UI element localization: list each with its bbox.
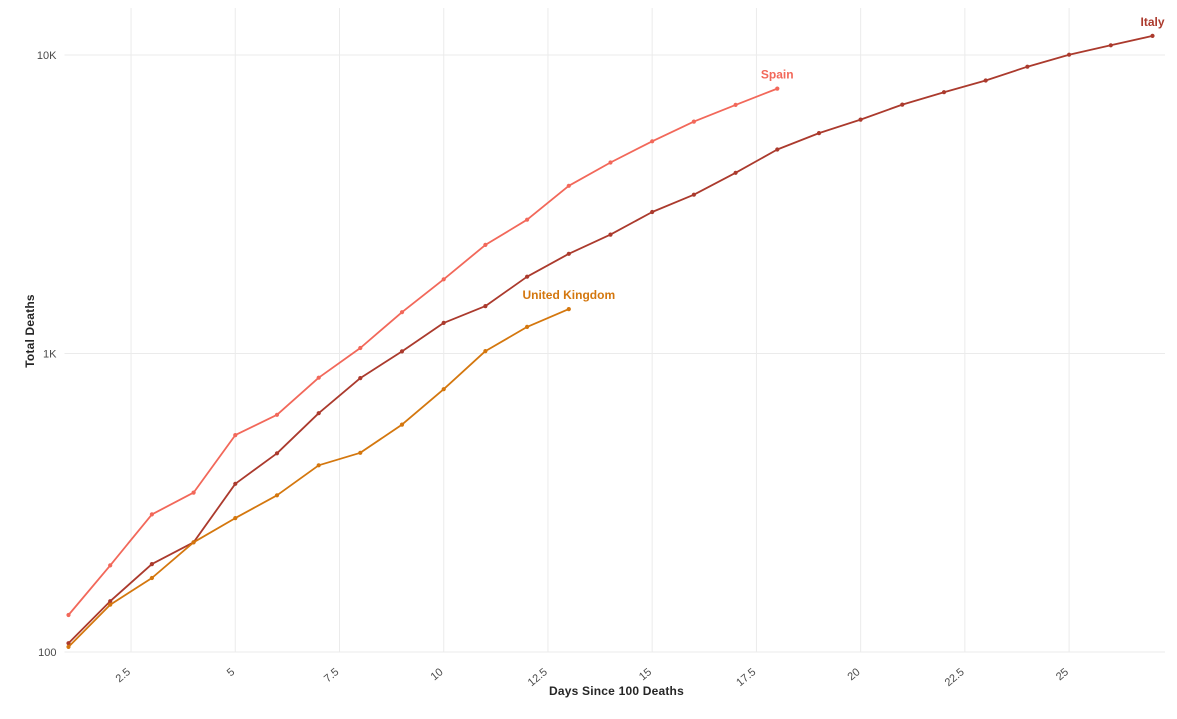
series-label-spain: Spain — [761, 68, 794, 82]
data-point-spain — [441, 277, 446, 282]
x-tick-label: 10 — [429, 666, 446, 683]
data-point-italy — [900, 102, 905, 107]
data-point-italy — [483, 304, 488, 309]
data-point-italy — [983, 78, 988, 83]
data-point-spain — [66, 612, 71, 618]
series-line-italy — [67, 35, 1154, 645]
y-axis-title: Total Deaths — [23, 294, 37, 368]
data-point-italy — [1067, 52, 1072, 57]
data-point-spain — [733, 102, 738, 107]
data-point-united-kingdom — [191, 540, 196, 545]
data-point-italy — [358, 376, 363, 381]
data-point-italy — [691, 192, 697, 197]
data-point-italy — [108, 599, 113, 604]
data-point-italy — [566, 251, 571, 256]
data-point-united-kingdom — [483, 349, 488, 354]
x-axis-title: Days Since 100 Deaths — [549, 684, 684, 698]
y-tick-label: 100 — [38, 647, 56, 659]
data-point-italy — [775, 147, 780, 152]
data-point-spain — [483, 242, 488, 247]
data-point-spain — [233, 433, 238, 438]
data-point-italy — [1025, 64, 1030, 69]
series-line-spain — [67, 87, 779, 616]
data-point-italy — [441, 320, 446, 325]
data-point-united-kingdom — [566, 307, 571, 312]
x-tick-label: 5 — [225, 666, 237, 679]
x-tick-label: 2.5 — [114, 666, 133, 685]
data-point-italy — [233, 481, 238, 486]
x-tick-label: 20 — [845, 666, 862, 683]
data-point-spain — [650, 139, 655, 144]
data-point-united-kingdom — [399, 422, 405, 427]
data-point-united-kingdom — [108, 602, 113, 607]
data-point-italy — [1150, 33, 1155, 39]
x-tick-label: 7.5 — [322, 666, 341, 685]
data-point-united-kingdom — [233, 516, 238, 521]
data-point-united-kingdom — [274, 493, 280, 498]
data-point-spain — [358, 345, 363, 351]
data-point-italy — [858, 117, 863, 122]
series-line-united-kingdom — [67, 308, 570, 648]
data-point-italy — [733, 170, 738, 175]
data-point-spain — [608, 160, 613, 165]
data-point-italy — [274, 451, 280, 456]
data-point-united-kingdom — [66, 644, 71, 650]
data-point-italy — [941, 90, 947, 95]
data-point-italy — [1108, 43, 1113, 48]
data-point-spain — [191, 490, 196, 495]
x-tick-label: 15 — [637, 666, 654, 683]
series-label-italy: Italy — [1140, 15, 1164, 29]
data-point-united-kingdom — [316, 463, 321, 468]
data-point-united-kingdom — [525, 324, 530, 329]
data-point-italy — [608, 232, 613, 237]
x-tick-label: 25 — [1054, 666, 1071, 683]
data-point-spain — [691, 119, 697, 124]
data-point-italy — [149, 562, 154, 567]
y-tick-label: 1K — [43, 349, 57, 361]
data-point-italy — [650, 209, 655, 215]
data-point-italy — [525, 274, 530, 279]
series-label-united-kingdom: United Kingdom — [522, 288, 615, 302]
data-point-spain — [566, 183, 571, 188]
data-point-spain — [108, 563, 113, 568]
data-point-spain — [525, 217, 530, 222]
data-point-italy — [816, 131, 822, 136]
data-point-united-kingdom — [358, 450, 363, 455]
data-point-spain — [316, 375, 321, 380]
data-point-spain — [149, 512, 154, 517]
data-point-spain — [274, 412, 280, 417]
data-point-italy — [316, 411, 321, 416]
data-point-united-kingdom — [441, 387, 446, 392]
data-point-united-kingdom — [149, 575, 154, 581]
y-tick-label: 10K — [37, 50, 57, 62]
data-point-spain — [399, 310, 405, 315]
data-point-spain — [775, 86, 780, 91]
data-point-italy — [399, 349, 405, 354]
data-point-italy — [66, 641, 71, 646]
